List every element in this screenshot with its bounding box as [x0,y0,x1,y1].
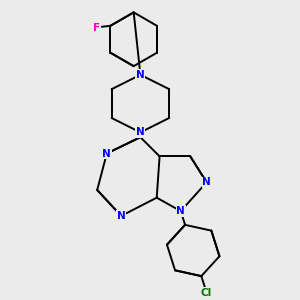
Text: N: N [117,211,126,221]
Text: N: N [102,148,111,158]
Text: F: F [93,23,100,33]
Text: N: N [136,70,145,80]
Text: N: N [202,177,211,187]
Text: N: N [136,128,145,137]
Text: N: N [176,206,185,216]
Text: Cl: Cl [201,288,212,298]
